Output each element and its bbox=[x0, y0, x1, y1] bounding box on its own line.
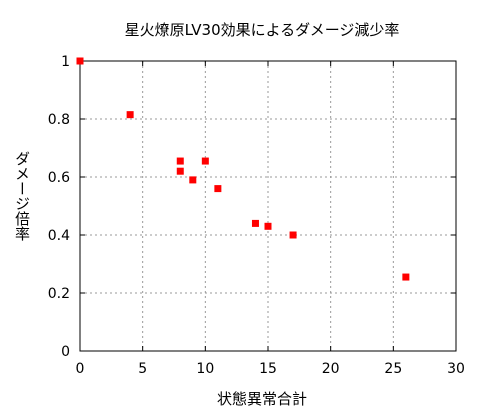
data-point bbox=[76, 57, 84, 65]
x-tick-label: 20 bbox=[322, 361, 340, 377]
chart-title: 星火燎原LV30効果によるダメージ減少率 bbox=[125, 21, 400, 39]
data-point bbox=[176, 167, 184, 175]
y-tick-label: 1 bbox=[61, 54, 70, 70]
y-tick-label: 0.4 bbox=[48, 228, 70, 244]
y-tick-label: 0.2 bbox=[48, 286, 70, 302]
data-point bbox=[251, 219, 259, 227]
y-tick-label: 0.8 bbox=[48, 112, 70, 128]
x-axis-label: 状態異常合計 bbox=[217, 390, 307, 408]
x-tick-label: 10 bbox=[196, 361, 214, 377]
data-point bbox=[289, 231, 297, 239]
data-point bbox=[214, 185, 222, 193]
data-point bbox=[402, 273, 410, 281]
y-tick-label: 0.6 bbox=[48, 170, 70, 186]
x-tick-label: 15 bbox=[259, 361, 277, 377]
data-point bbox=[264, 222, 272, 230]
x-tick-label: 5 bbox=[138, 361, 147, 377]
x-tick-label: 0 bbox=[76, 361, 85, 377]
data-point bbox=[126, 111, 134, 119]
y-axis-label: ダメージ倍率 bbox=[13, 151, 31, 241]
data-point bbox=[189, 176, 197, 184]
y-axis-ticks: 0 0.2 0.4 0.6 0.8 1 bbox=[48, 54, 456, 360]
x-axis-ticks: 0 5 10 15 20 25 30 bbox=[76, 61, 465, 377]
data-point bbox=[201, 157, 209, 165]
x-tick-label: 30 bbox=[447, 361, 465, 377]
grid-lines bbox=[80, 61, 456, 351]
x-tick-label: 25 bbox=[384, 361, 402, 377]
data-points bbox=[76, 57, 410, 281]
y-tick-label: 0 bbox=[61, 344, 70, 360]
data-point bbox=[176, 157, 184, 165]
